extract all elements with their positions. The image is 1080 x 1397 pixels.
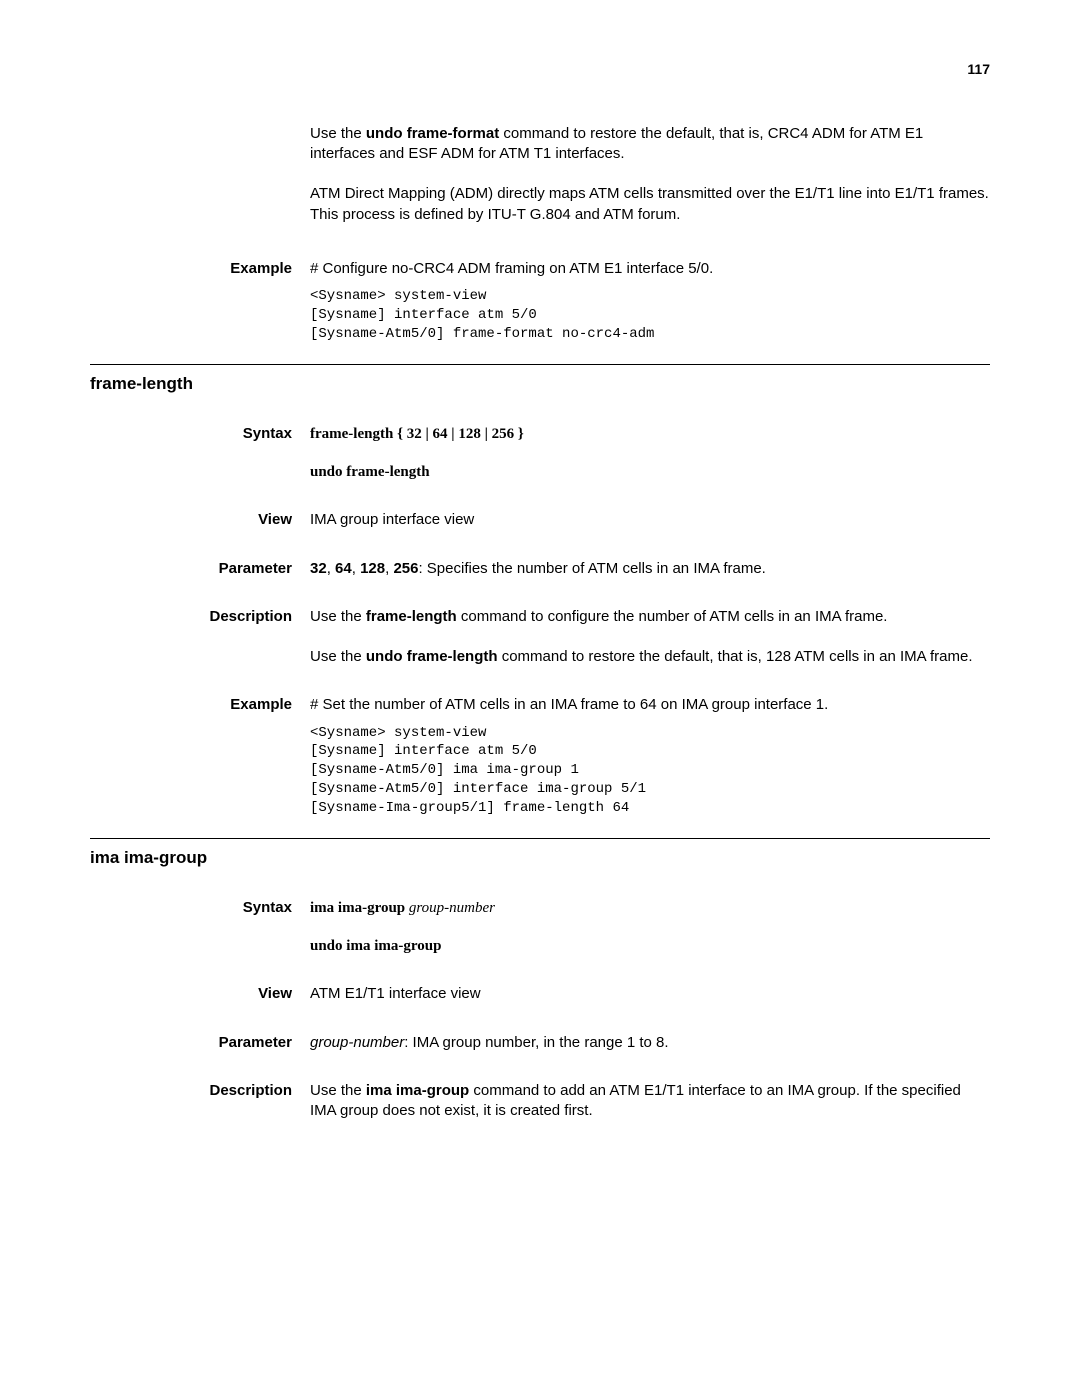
p: 32 bbox=[310, 560, 327, 577]
sec2-param-row: Parameter group-number: IMA group number… bbox=[90, 1033, 990, 1053]
text: Use the bbox=[310, 125, 366, 142]
cmd: ima ima-group bbox=[310, 900, 405, 916]
view-text: IMA group interface view bbox=[310, 510, 990, 530]
sec1-example-row: Example # Set the number of ATM cells in… bbox=[90, 695, 990, 818]
p: 256 bbox=[393, 560, 418, 577]
cmd: ima ima-group bbox=[366, 1082, 469, 1099]
example-code: <Sysname> system-view [Sysname] interfac… bbox=[310, 287, 990, 344]
sec2-syntax-row: Syntax ima ima-group group-number undo i… bbox=[90, 898, 990, 957]
desc-p2: Use the undo frame-length command to res… bbox=[310, 647, 990, 667]
parameter-text: 32, 64, 128, 256: Specifies the number o… bbox=[310, 559, 990, 579]
t: Use the bbox=[310, 648, 366, 665]
section-rule bbox=[90, 838, 990, 839]
parameter-label: Parameter bbox=[90, 1033, 310, 1053]
sec1-param-row: Parameter 32, 64, 128, 256: Specifies th… bbox=[90, 559, 990, 579]
rest: : IMA group number, in the range 1 to 8. bbox=[404, 1034, 668, 1051]
cmd: frame-length bbox=[310, 426, 393, 442]
arg: group-number bbox=[310, 1034, 404, 1051]
undo-line: undo frame-length bbox=[310, 462, 990, 482]
view-text: ATM E1/T1 interface view bbox=[310, 984, 990, 1004]
sec2-desc-row: Description Use the ima ima-group comman… bbox=[90, 1081, 990, 1122]
sec1-syntax-row: Syntax frame-length { 32 | 64 | 128 | 25… bbox=[90, 424, 990, 483]
cmd: undo frame-format bbox=[366, 125, 499, 142]
sec2-view-row: View ATM E1/T1 interface view bbox=[90, 984, 990, 1004]
view-label: View bbox=[90, 510, 310, 530]
parameter-label: Parameter bbox=[90, 559, 310, 579]
desc-p1: Use the frame-length command to configur… bbox=[310, 607, 990, 627]
page-number: 117 bbox=[90, 60, 990, 79]
section-heading-frame-length: frame-length bbox=[90, 373, 990, 396]
example-intro: # Set the number of ATM cells in an IMA … bbox=[310, 695, 990, 715]
view-label: View bbox=[90, 984, 310, 1004]
t: Use the bbox=[310, 1082, 366, 1099]
example-label: Example bbox=[90, 695, 310, 818]
p: 64 bbox=[335, 560, 352, 577]
top-desc-row: Use the undo frame-format command to res… bbox=[90, 124, 990, 245]
section-heading-ima-ima-group: ima ima-group bbox=[90, 847, 990, 870]
args: { 32 | 64 | 128 | 256 } bbox=[393, 426, 523, 442]
s: , bbox=[352, 560, 360, 577]
desc-text: Use the ima ima-group command to add an … bbox=[310, 1081, 990, 1122]
top-desc-para1: Use the undo frame-format command to res… bbox=[310, 124, 990, 165]
syntax-label: Syntax bbox=[90, 424, 310, 483]
description-label: Description bbox=[90, 1081, 310, 1122]
t: Use the bbox=[310, 608, 366, 625]
syntax-label: Syntax bbox=[90, 898, 310, 957]
example-label: Example bbox=[90, 259, 310, 344]
top-example-row: Example # Configure no-CRC4 ADM framing … bbox=[90, 259, 990, 344]
description-label: Description bbox=[90, 607, 310, 668]
s: , bbox=[327, 560, 335, 577]
cmd: undo frame-length bbox=[366, 648, 498, 665]
rest: : Specifies the number of ATM cells in a… bbox=[418, 560, 765, 577]
example-intro: # Configure no-CRC4 ADM framing on ATM E… bbox=[310, 259, 990, 279]
parameter-text: group-number: IMA group number, in the r… bbox=[310, 1033, 990, 1053]
t: command to restore the default, that is,… bbox=[498, 648, 973, 665]
section-rule bbox=[90, 364, 990, 365]
syntax-line: frame-length { 32 | 64 | 128 | 256 } bbox=[310, 424, 990, 444]
syntax-line: ima ima-group group-number bbox=[310, 898, 990, 918]
example-code: <Sysname> system-view [Sysname] interfac… bbox=[310, 724, 990, 818]
undo-line: undo ima ima-group bbox=[310, 936, 990, 956]
sec1-desc-row: Description Use the frame-length command… bbox=[90, 607, 990, 668]
sec1-view-row: View IMA group interface view bbox=[90, 510, 990, 530]
p: 128 bbox=[360, 560, 385, 577]
top-desc-para2: ATM Direct Mapping (ADM) directly maps A… bbox=[310, 184, 990, 225]
cmd: frame-length bbox=[366, 608, 457, 625]
t: command to configure the number of ATM c… bbox=[457, 608, 888, 625]
arg: group-number bbox=[409, 900, 495, 916]
